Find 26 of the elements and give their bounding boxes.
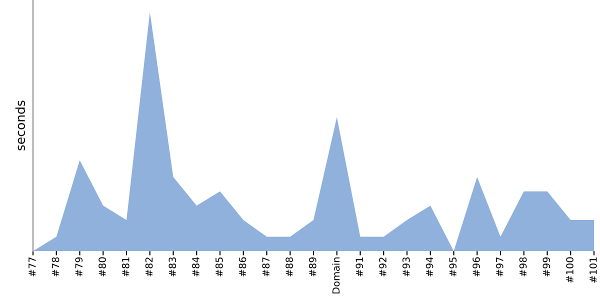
x-tick-label: #84 bbox=[192, 257, 200, 276]
x-tick-label: #99 bbox=[542, 257, 550, 276]
x-tick-label: #77 bbox=[28, 257, 36, 276]
x-tick-label: #78 bbox=[52, 257, 60, 276]
x-tick-label: #85 bbox=[215, 258, 223, 276]
x-tick-label: #100 bbox=[566, 257, 574, 283]
x-tick-label: #94 bbox=[426, 257, 434, 276]
x-tick-label: #89 bbox=[308, 257, 316, 276]
x-tick-label: #96 bbox=[472, 257, 480, 276]
x-tick-label: #97 bbox=[496, 257, 504, 276]
x-tick-label: #83 bbox=[168, 257, 176, 276]
x-tick-label: #79 bbox=[75, 257, 83, 276]
x-tick-label: #98 bbox=[519, 257, 527, 276]
x-tick-label: #101 bbox=[589, 258, 597, 283]
x-tick-label: #87 bbox=[262, 257, 270, 276]
y-axis-title: seconds bbox=[15, 100, 26, 150]
x-tick-label: #88 bbox=[286, 257, 293, 276]
x-tick-label: #93 bbox=[402, 257, 410, 276]
x-tick-label: #80 bbox=[98, 257, 106, 276]
x-tick-label: #95 bbox=[449, 258, 457, 276]
x-tick-label: #82 bbox=[145, 258, 153, 276]
x-tick-label: #91 bbox=[356, 258, 364, 276]
x-tick-label: #86 bbox=[238, 257, 246, 276]
x-tick-label: Domain bbox=[332, 257, 340, 294]
x-tick-label: #81 bbox=[122, 258, 130, 276]
x-tick-label: #92 bbox=[379, 258, 386, 276]
